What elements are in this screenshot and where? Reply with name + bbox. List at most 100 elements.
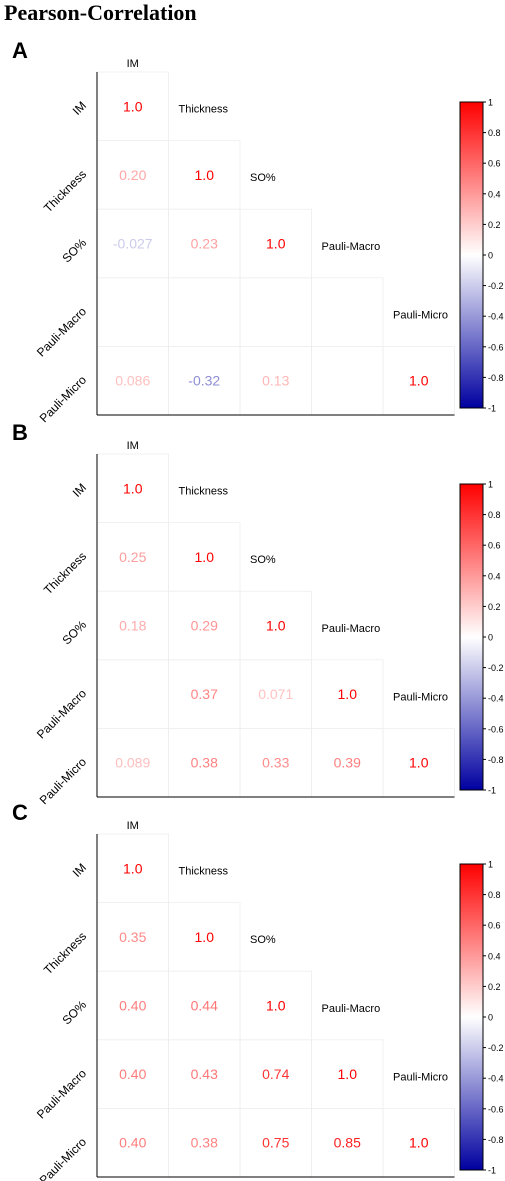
diagonal-variable-label: IM (127, 58, 139, 70)
row-label: Thickness (41, 549, 89, 597)
colorbar (459, 101, 484, 409)
correlation-value: 1.0 (123, 98, 143, 114)
row-label: IM (70, 99, 89, 118)
correlation-value: 0.23 (191, 236, 218, 252)
correlation-value: 0.85 (334, 1135, 361, 1151)
correlation-heatmap-B: IM Thickness SO% Pauli-Macro Pauli-Micro IM Th… (34, 440, 504, 807)
correlation-value: 0.086 (115, 373, 150, 389)
colorbar-tick-label: 0.6 (488, 921, 501, 931)
heatmap-cell (96, 659, 169, 729)
panel-letter: B (12, 420, 28, 445)
row-label: Pauli-Micro (37, 1135, 90, 1181)
colorbar-tick-label: -0.6 (488, 342, 504, 352)
correlation-value: 0.25 (119, 549, 146, 565)
colorbar-tick-label: 0.4 (488, 951, 501, 961)
diagonal-variable-label: Pauli-Macro (322, 1003, 381, 1015)
correlation-value: 0.33 (262, 755, 289, 771)
correlation-value: 0.089 (115, 755, 150, 771)
correlation-value: 0.39 (334, 755, 361, 771)
correlation-value: 0.35 (119, 929, 146, 945)
row-label: Pauli-Micro (37, 373, 90, 426)
colorbar-tick-label: 0.6 (488, 159, 501, 169)
correlation-value: 1.0 (266, 236, 286, 252)
colorbar (459, 483, 484, 791)
correlation-heatmap-A: IM Thickness SO% Pauli-Macro Pauli-Micro IM Th… (34, 58, 504, 425)
colorbar-tick-label: -0.8 (488, 755, 504, 765)
colorbar-tick-label: 0 (488, 1013, 493, 1023)
correlation-value: 0.40 (119, 1066, 146, 1082)
colorbar-tick-label: -0.2 (488, 281, 504, 291)
correlation-value: 1.0 (123, 860, 143, 876)
colorbar-tick-label: -0.4 (488, 312, 504, 322)
colorbar-tick-label: 0.8 (488, 128, 501, 138)
correlation-value: 1.0 (195, 929, 215, 945)
colorbar-tick-label: -0.6 (488, 1104, 504, 1114)
panel-letter: A (12, 38, 28, 63)
correlation-value: -0.32 (188, 373, 220, 389)
diagonal-variable-label: IM (127, 820, 139, 832)
colorbar-tick-label: 0 (488, 633, 493, 643)
row-label: Thickness (41, 929, 89, 977)
row-label: IM (70, 481, 89, 500)
row-label: Thickness (41, 167, 89, 215)
correlation-value: 0.40 (119, 1135, 146, 1151)
colorbar-tick-label: 0.8 (488, 890, 501, 900)
colorbar-tick-label: -1 (488, 404, 496, 414)
correlation-value: 1.0 (266, 618, 286, 634)
row-label: Pauli-Macro (34, 304, 89, 359)
correlation-value: 1.0 (338, 1066, 358, 1082)
correlation-value: 1.0 (409, 373, 429, 389)
colorbar-tick-label: -0.4 (488, 1074, 504, 1084)
heatmap-cell (311, 345, 384, 416)
correlation-value: 0.43 (191, 1066, 218, 1082)
diagonal-variable-label: Pauli-Micro (393, 309, 448, 321)
colorbar-tick-label: 1 (488, 98, 493, 108)
row-label: Pauli-Macro (34, 1066, 89, 1121)
colorbar-tick-label: 0.8 (488, 510, 501, 520)
correlation-value: 0.29 (191, 618, 218, 634)
diagonal-variable-label: Thickness (179, 866, 229, 878)
colorbar-tick-label: -0.2 (488, 1043, 504, 1053)
correlation-value: 1.0 (195, 167, 215, 183)
correlation-value: 0.37 (191, 686, 218, 702)
diagonal-variable-label: SO% (250, 934, 276, 946)
colorbar-tick-label: -0.8 (488, 1135, 504, 1145)
correlation-value: 1.0 (409, 755, 429, 771)
colorbar-tick-label: 0 (488, 251, 493, 261)
colorbar-tick-label: 0.2 (488, 602, 501, 612)
heatmap-cell (96, 277, 169, 347)
correlation-value: 0.74 (262, 1066, 289, 1082)
correlation-value: 0.18 (119, 618, 146, 634)
colorbar-tick-label: -0.8 (488, 373, 504, 383)
colorbar-tick-label: -0.2 (488, 663, 504, 673)
correlation-value: 1.0 (338, 686, 358, 702)
row-label: Pauli-Macro (34, 686, 89, 741)
correlation-value: 0.13 (262, 373, 289, 389)
correlation-value: 0.38 (191, 755, 218, 771)
diagonal-variable-label: Pauli-Macro (322, 623, 381, 635)
colorbar-tick-label: 1 (488, 860, 493, 870)
diagonal-variable-label: Thickness (179, 104, 229, 116)
correlation-value: 1.0 (266, 998, 286, 1014)
colorbar-tick-label: 0.4 (488, 189, 501, 199)
diagonal-variable-label: IM (127, 440, 139, 452)
row-label: SO% (59, 235, 89, 265)
diagonal-variable-label: SO% (250, 172, 276, 184)
colorbar-tick-label: -0.4 (488, 694, 504, 704)
figure-title: Pearson-Correlation (4, 0, 197, 25)
correlation-value: 1.0 (123, 480, 143, 496)
correlation-value: 0.75 (262, 1135, 289, 1151)
colorbar-tick-label: 0.2 (488, 982, 501, 992)
diagonal-variable-label: Pauli-Micro (393, 691, 448, 703)
row-label: IM (70, 861, 89, 880)
colorbar-tick-label: 0.4 (488, 571, 501, 581)
correlation-heatmap-C: IM Thickness SO% Pauli-Macro Pauli-Micro IM Th… (34, 820, 504, 1181)
colorbar-tick-label: -0.6 (488, 724, 504, 734)
row-label: SO% (59, 617, 89, 647)
colorbar (459, 863, 484, 1171)
row-label: SO% (59, 997, 89, 1027)
correlation-value: 0.38 (191, 1135, 218, 1151)
colorbar-tick-label: -1 (488, 1166, 496, 1176)
heatmap-cell (311, 277, 384, 347)
colorbar-tick-label: -1 (488, 786, 496, 796)
